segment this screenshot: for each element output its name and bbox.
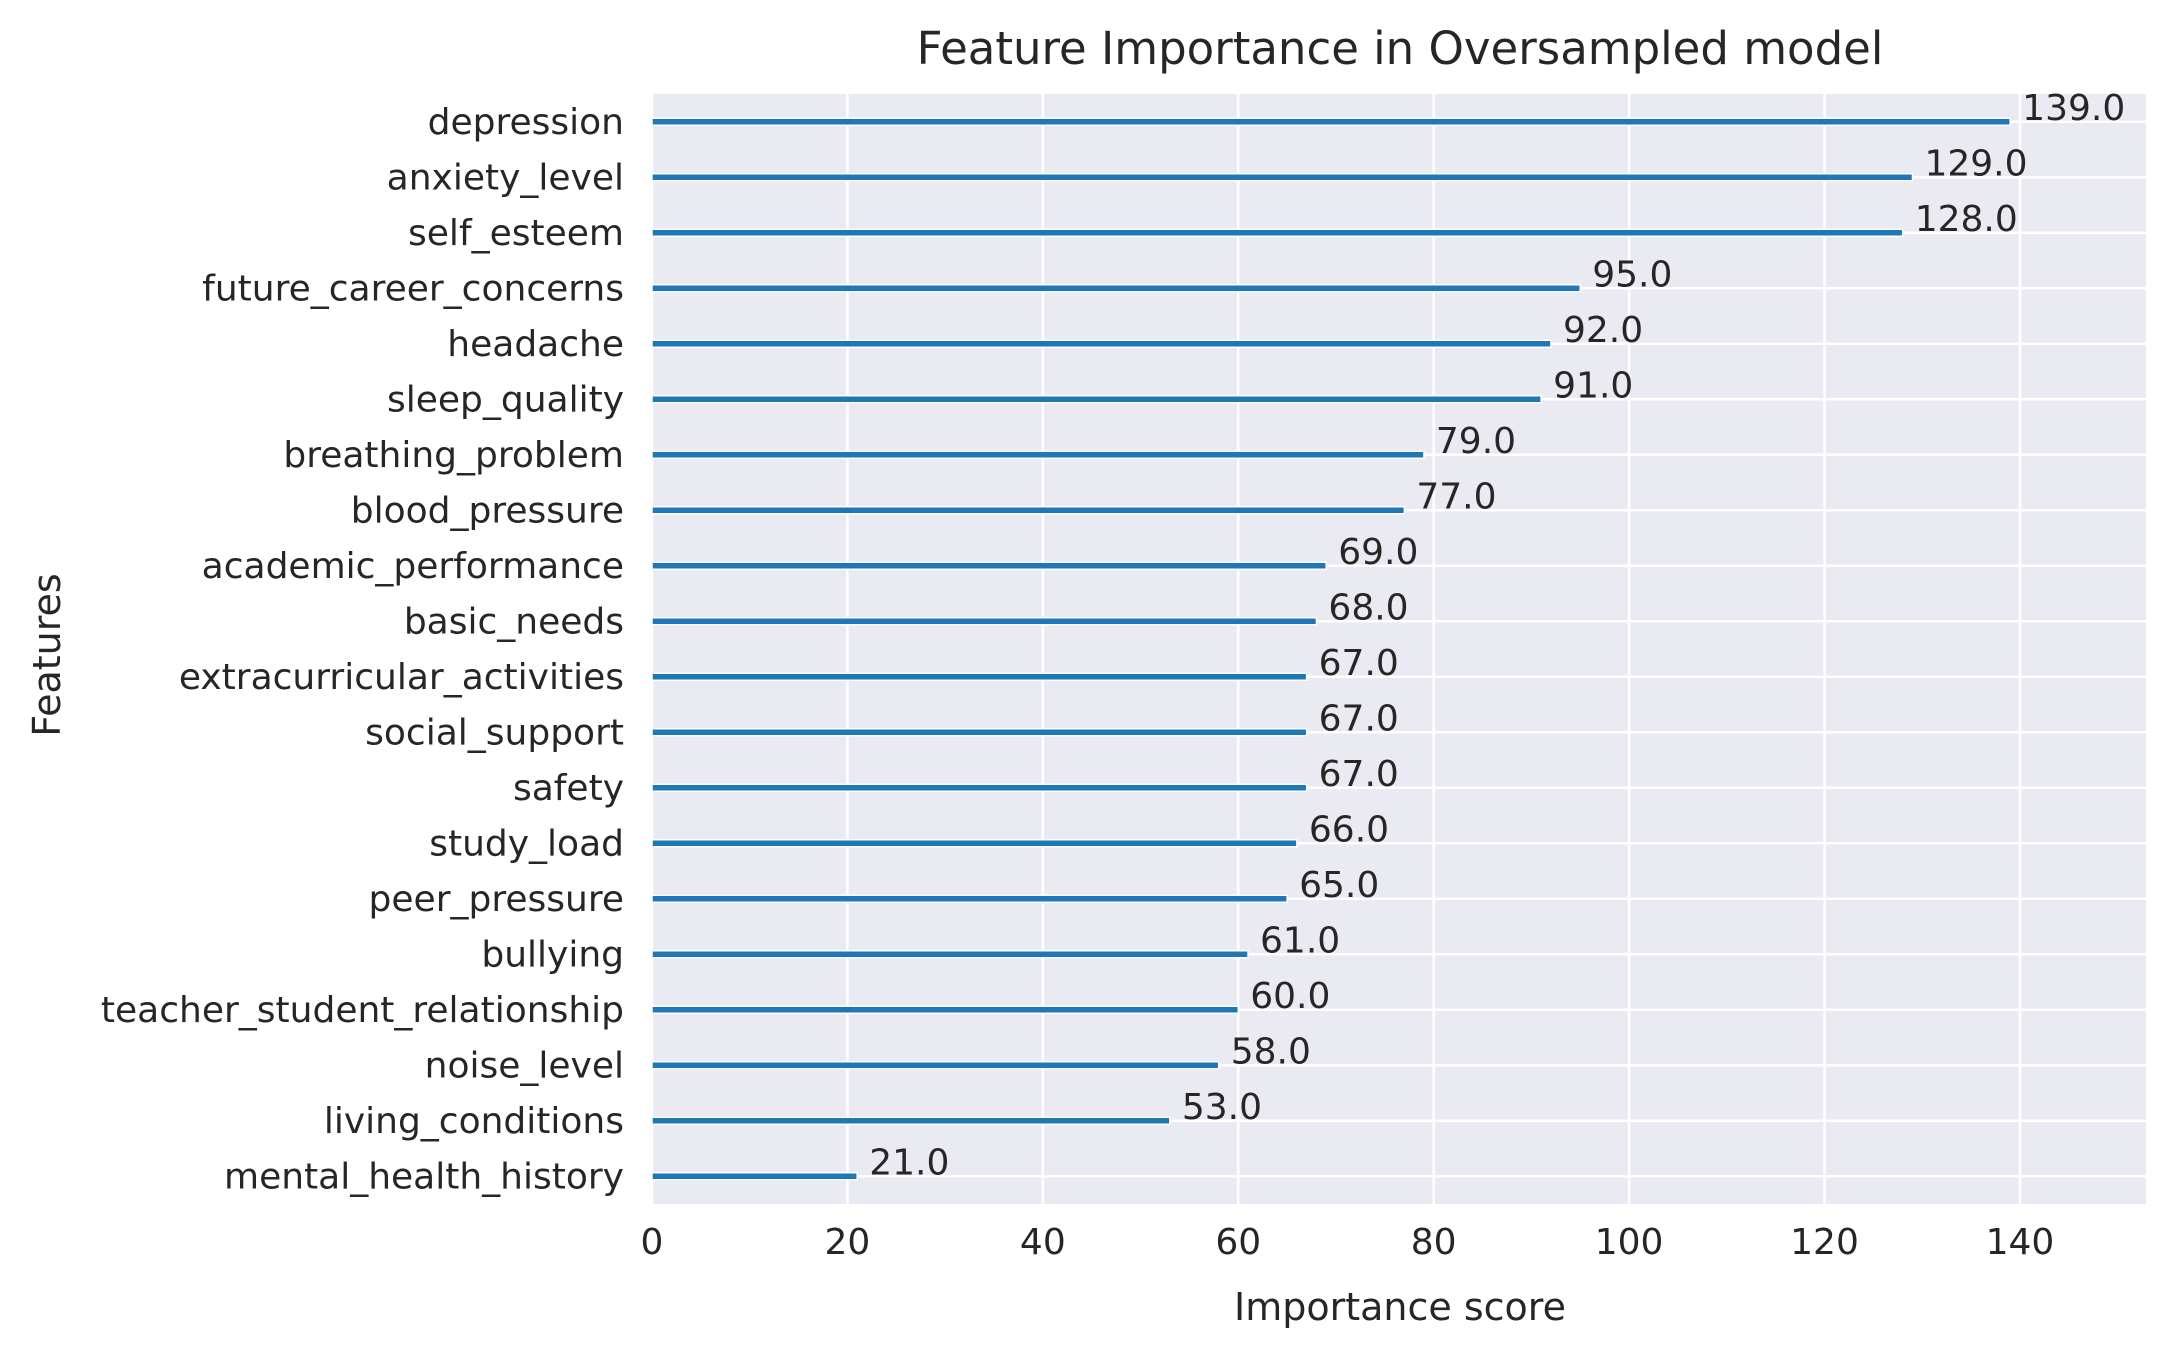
y-tick-label: headache [447,324,624,365]
y-tick-label: self_esteem [408,213,624,254]
bar [651,1005,1240,1014]
data-label: 128.0 [1915,199,2018,240]
data-label: 77.0 [1416,476,1496,517]
y-tick-label: breathing_problem [283,435,624,476]
y-tick-label: teacher_student_relationship [101,990,624,1031]
bar [651,284,1582,293]
y-tick-label: anxiety_level [387,157,624,198]
bar [651,1116,1171,1125]
data-label: 65.0 [1299,865,1379,906]
x-tick-label: 120 [1790,1222,1859,1263]
data-label: 53.0 [1182,1087,1262,1128]
data-label: 139.0 [2022,88,2125,129]
x-tick-label: 40 [1020,1222,1066,1263]
value-labels: 139.0 129.0 128.0 95.0 92.0 91.0 79.0 77.0 69.0 6… [869,88,2125,1184]
y-tick-label: academic_performance [202,546,624,587]
x-axis-label: Importance score [1234,1285,1566,1329]
x-tick-label: 60 [1215,1222,1261,1263]
y-tick-label: future_career_concerns [202,268,624,309]
x-tick-label: 80 [1411,1222,1457,1263]
bar [651,228,1904,237]
bar [651,1061,1220,1070]
data-label: 129.0 [1924,143,2027,184]
data-label: 21.0 [869,1142,949,1183]
bar [651,894,1288,903]
y-tick-label: sleep_quality [387,379,624,420]
y-tick-label: safety [513,768,624,809]
x-tick-label: 0 [641,1222,664,1263]
x-tick-labels: 0 20 40 60 80 100 120 140 [641,1222,2055,1263]
data-label: 58.0 [1231,1031,1311,1072]
y-tick-label: bullying [481,934,624,975]
data-label: 61.0 [1260,920,1340,961]
data-label: 92.0 [1563,310,1643,351]
data-label: 79.0 [1436,421,1516,462]
x-tick-label: 140 [1986,1222,2055,1263]
bar [651,117,2011,126]
data-label: 67.0 [1319,754,1399,795]
data-label: 67.0 [1319,698,1399,739]
bar [651,395,1542,404]
y-tick-label: noise_level [425,1045,624,1086]
bar [651,506,1406,515]
y-tick-label: basic_needs [404,601,624,642]
bar [651,617,1318,626]
bar [651,339,1552,348]
y-axis-label: Features [25,573,69,736]
y-tick-label: living_conditions [324,1101,624,1142]
data-label: 60.0 [1250,976,1330,1017]
bars [651,117,2011,1181]
bar [651,450,1425,459]
bar [651,561,1327,570]
x-tick-label: 20 [825,1222,871,1263]
plot-area [652,94,2146,1204]
y-tick-labels: depression anxiety_level self_esteemfuture… [101,102,624,1198]
y-tick-label: depression [428,102,624,143]
bar [651,672,1308,681]
data-label: 91.0 [1553,365,1633,406]
bar [651,1172,858,1181]
y-tick-label: social_support [365,712,624,753]
bar [651,783,1308,792]
x-tick-label: 100 [1595,1222,1664,1263]
bar [651,173,1914,182]
data-label: 95.0 [1592,254,1672,295]
chart-title: Feature Importance in Oversampled model [917,22,1884,75]
y-tick-label: peer_pressure [369,879,624,920]
bar [651,839,1298,848]
data-label: 69.0 [1338,532,1418,573]
y-tick-label: blood_pressure [351,490,624,531]
data-label: 68.0 [1328,587,1408,628]
y-tick-label: mental_health_history [224,1156,624,1197]
bar [651,950,1249,959]
y-tick-label: study_load [429,823,624,864]
bar [651,728,1308,737]
data-label: 67.0 [1319,643,1399,684]
data-label: 66.0 [1309,809,1389,850]
y-tick-label: extracurricular_activities [179,657,624,698]
